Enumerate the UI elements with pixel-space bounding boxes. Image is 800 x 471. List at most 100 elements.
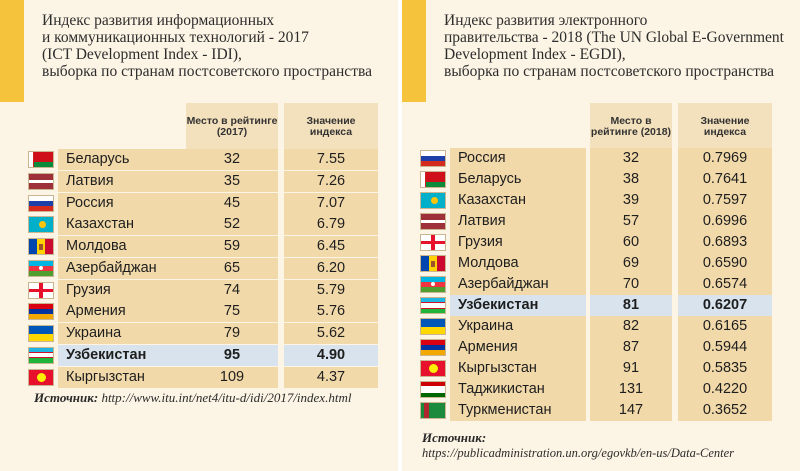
title-line: правительства - 2018 (The UN Global E-Go… [444,29,784,46]
value-cell: 0.5835 [678,358,772,379]
value-cell: 0.6207 [678,295,772,316]
source-label: Источник: [34,390,99,405]
country-name: Узбекистан [450,295,586,316]
table-row: Таджикистан 131 0.4220 [420,379,772,400]
flag-icon [420,297,446,314]
value-cell: 5.62 [284,323,378,344]
accent-bar [402,0,426,102]
flag-icon [28,303,54,321]
flag-icon [420,192,446,209]
value-cell: 0.6574 [678,274,772,295]
value-cell: 6.20 [284,257,378,279]
accent-bar [0,0,24,102]
source-label: Источник: [422,430,487,445]
rank-column-header: Место в рейтинге (2018) [590,103,672,151]
country-name: Кыргызстан [450,358,586,379]
country-name: Украина [450,316,586,337]
value-cell: 0.6165 [678,316,772,337]
country-name: Украина [58,323,212,344]
value-cell: 7.55 [284,149,378,170]
table-row: Россия 45 7.07 [28,192,378,214]
flag-icon [28,238,54,255]
country-name: Туркменистан [450,400,586,421]
title-line: и коммуникационных технологий - 2017 [42,29,309,46]
table-row: Молдова 59 6.45 [28,236,378,257]
table-row: Азербайджан 70 0.6574 [420,274,772,295]
flag-icon [28,281,54,299]
title-line: выборка по странам постсоветского простр… [42,63,372,80]
flag-icon [420,171,446,188]
rank-cell: 38 [590,169,672,190]
value-cell: 7.07 [284,192,378,214]
rank-cell: 79 [186,323,278,344]
value-column-header: Значение индекса [284,103,378,151]
flag-icon [420,381,446,398]
table-row: Украина 82 0.6165 [420,316,772,337]
table-row: Молдова 69 0.6590 [420,253,772,274]
table-row: Россия 32 0.7969 [420,148,772,169]
table-row: Казахстан 39 0.7597 [420,190,772,211]
source-url[interactable]: http://www.itu.int/net4/itu-d/idi/2017/i… [101,390,352,405]
egdi-source: Источник: https://publicadministration.u… [422,430,734,461]
value-column-header: Значение индекса [678,103,772,151]
flag-icon [420,402,446,419]
rank-cell: 70 [590,274,672,295]
table-row: Латвия 35 7.26 [28,170,378,192]
value-cell: 5.79 [284,279,378,301]
rank-cell: 32 [590,148,672,169]
rank-cell: 69 [590,253,672,274]
country-name: Грузия [58,279,212,301]
rank-cell: 60 [590,232,672,253]
country-name: Азербайджан [450,274,586,295]
value-cell: 6.79 [284,214,378,236]
value-cell: 0.7597 [678,190,772,211]
rank-cell: 45 [186,192,278,214]
country-name: Кыргызстан [58,366,212,388]
flag-icon [28,259,54,277]
value-cell: 0.6893 [678,232,772,253]
flag-icon [420,339,446,356]
title-line: Development Index - EGDI), [444,46,626,63]
table-row: Армения 87 0.5944 [420,337,772,358]
table-row: Узбекистан 81 0.6207 [420,295,772,316]
country-name: Таджикистан [450,379,586,400]
title-line: выборка по странам постсоветского простр… [444,63,774,80]
rank-cell: 91 [590,358,672,379]
rank-cell: 39 [590,190,672,211]
table-row: Беларусь 38 0.7641 [420,169,772,190]
value-cell: 0.7969 [678,148,772,169]
panel-divider [398,0,402,471]
rank-cell: 131 [590,379,672,400]
flag-icon [28,216,54,234]
ict-source: Источник: http://www.itu.int/net4/itu-d/… [34,390,351,406]
flag-icon [420,234,446,251]
title-line: Индекс развития электронного [444,12,648,29]
ict-title: Индекс развития информационных и коммуни… [42,12,394,80]
rank-cell: 147 [590,400,672,421]
egdi-title: Индекс развития электронного правительст… [444,12,800,80]
value-cell: 4.37 [284,366,378,388]
country-name: Россия [58,192,212,214]
country-name: Беларусь [450,169,586,190]
rank-cell: 74 [186,279,278,301]
table-row: Латвия 57 0.6996 [420,211,772,232]
rank-cell: 52 [186,214,278,236]
table-row: Беларусь 32 7.55 [28,149,378,170]
value-cell: 7.26 [284,170,378,192]
flag-icon [420,255,446,272]
rank-cell: 109 [186,366,278,388]
source-url[interactable]: https://publicadministration.un.org/egov… [422,446,735,460]
country-name: Беларусь [58,149,212,170]
ict-panel: Индекс развития информационных и коммуни… [0,0,398,471]
flag-icon [28,368,54,386]
country-name: Молдова [58,236,212,257]
flag-icon [28,151,54,168]
table-row: Украина 79 5.62 [28,323,378,344]
value-cell: 0.6996 [678,211,772,232]
country-name: Узбекистан [58,344,212,366]
table-row: Кыргызстан 91 0.5835 [420,358,772,379]
country-name: Казахстан [58,214,212,236]
rank-cell: 35 [186,170,278,192]
table-row: Казахстан 52 6.79 [28,214,378,236]
value-cell: 0.6590 [678,253,772,274]
